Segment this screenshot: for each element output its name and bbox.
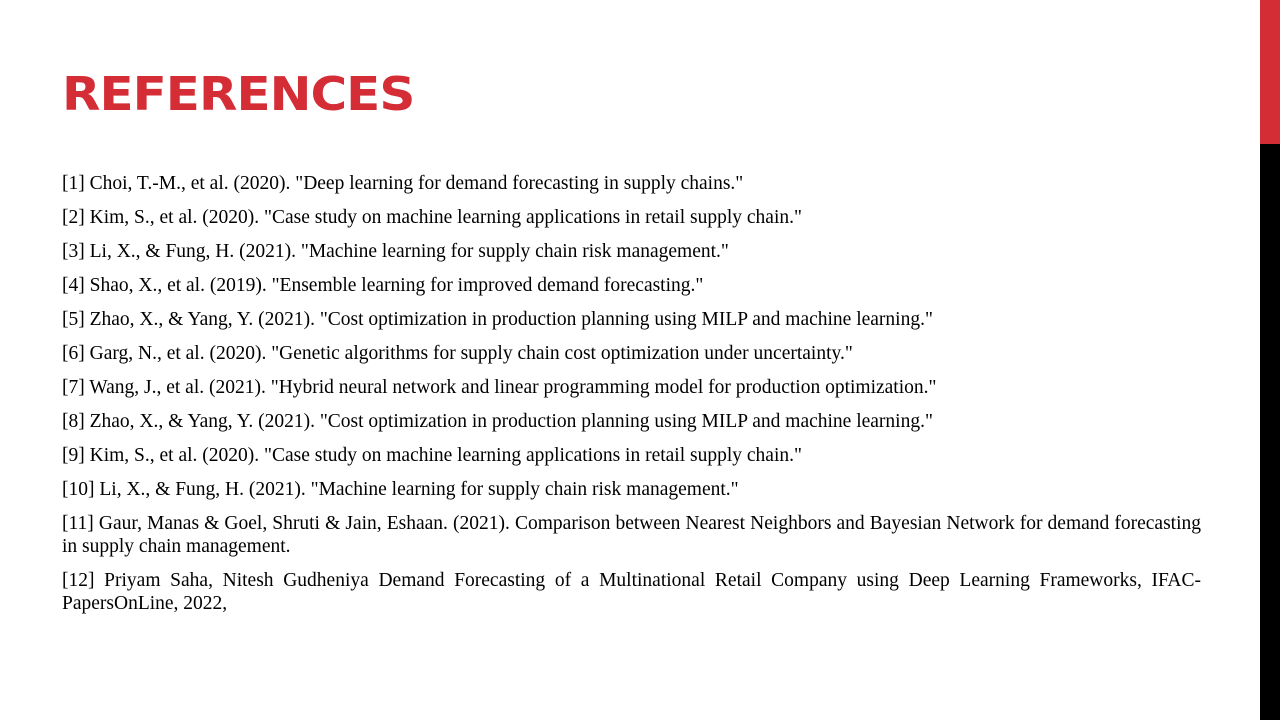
reference-list: [1] Choi, T.-M., et al. (2020). "Deep le… — [62, 172, 1201, 626]
reference-item: [6] Garg, N., et al. (2020). "Genetic al… — [62, 343, 853, 364]
accent-bar-bottom — [1260, 144, 1280, 720]
reference-item: [8] Zhao, X., & Yang, Y. (2021). "Cost o… — [62, 411, 933, 432]
reference-item: [1] Choi, T.-M., et al. (2020). "Deep le… — [62, 173, 744, 194]
slide-title: REFERENCES — [62, 67, 415, 122]
reference-item: [7] Wang, J., et al. (2021). "Hybrid neu… — [62, 377, 937, 398]
reference-item: [10] Li, X., & Fung, H. (2021). "Machine… — [62, 479, 739, 500]
reference-item: [12] Priyam Saha, Nitesh Gudheniya Deman… — [62, 570, 1201, 614]
reference-item: [3] Li, X., & Fung, H. (2021). "Machine … — [62, 241, 729, 262]
reference-item: [5] Zhao, X., & Yang, Y. (2021). "Cost o… — [62, 309, 933, 330]
reference-item: [11] Gaur, Manas & Goel, Shruti & Jain, … — [62, 513, 1201, 557]
reference-item: [4] Shao, X., et al. (2019). "Ensemble l… — [62, 275, 704, 296]
reference-item: [2] Kim, S., et al. (2020). "Case study … — [62, 207, 802, 228]
reference-item: [9] Kim, S., et al. (2020). "Case study … — [62, 445, 802, 466]
accent-bar-top — [1260, 0, 1280, 144]
